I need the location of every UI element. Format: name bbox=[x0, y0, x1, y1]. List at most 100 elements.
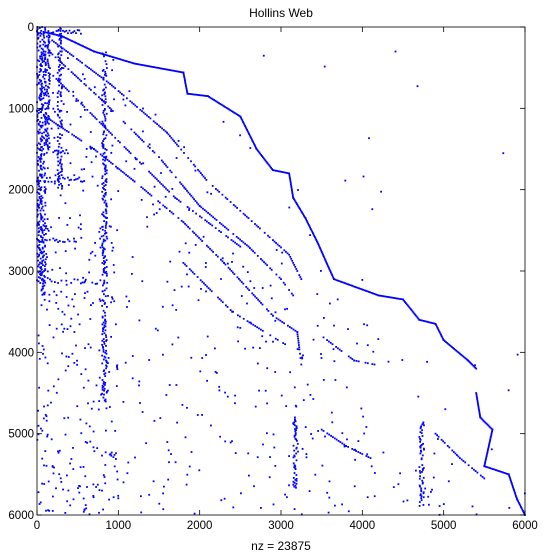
nonzero-row bbox=[58, 33, 61, 36]
nonzero-column bbox=[38, 97, 41, 100]
nonzero-diagonal bbox=[180, 183, 183, 185]
nonzero-column bbox=[43, 153, 46, 155]
nonzero-column bbox=[44, 227, 47, 229]
nonzero-diagonal bbox=[256, 326, 258, 329]
nonzero-diagonal bbox=[230, 270, 233, 272]
nonzero-step bbox=[325, 260, 327, 263]
nonzero-column bbox=[295, 482, 298, 485]
nonzero-column bbox=[48, 35, 51, 37]
nonzero-diagonal bbox=[215, 188, 217, 190]
nonzero-diagonal bbox=[195, 233, 197, 236]
nonzero-diagonal bbox=[221, 301, 224, 304]
nonzero-diagonal bbox=[151, 150, 154, 152]
nonzero-diagonal bbox=[139, 161, 141, 164]
nonzero-diagonal bbox=[110, 161, 112, 164]
nonzero-column bbox=[294, 428, 296, 430]
nonzero-step bbox=[109, 55, 111, 58]
nonzero-diagonal bbox=[75, 75, 78, 78]
nonzero-diagonal bbox=[167, 133, 170, 136]
nonzero-step bbox=[183, 76, 186, 78]
nonzero-scatter bbox=[110, 420, 113, 423]
nonzero-scatter bbox=[77, 487, 79, 489]
nonzero-step bbox=[408, 306, 411, 309]
nonzero-scatter bbox=[80, 236, 83, 239]
nonzero-scatter bbox=[220, 278, 222, 280]
nonzero-diagonal bbox=[218, 298, 221, 300]
nonzero-scatter bbox=[168, 384, 171, 386]
nonzero-column bbox=[41, 236, 44, 239]
nonzero-scatter bbox=[88, 271, 90, 274]
nonzero-scatter bbox=[174, 461, 177, 464]
nonzero-column bbox=[294, 433, 297, 435]
nonzero-diagonal bbox=[81, 104, 84, 107]
nonzero-scatter bbox=[186, 273, 188, 276]
nonzero-scatter bbox=[145, 442, 147, 445]
nonzero-step bbox=[307, 222, 309, 225]
nonzero-diagonal bbox=[147, 145, 150, 148]
nonzero-column bbox=[418, 484, 421, 487]
nonzero-scatter bbox=[45, 253, 48, 255]
nonzero-column bbox=[105, 191, 107, 194]
nonzero-scatter bbox=[69, 217, 71, 219]
nonzero-scatter bbox=[490, 448, 493, 451]
nonzero-column bbox=[39, 87, 42, 90]
nonzero-scatter bbox=[84, 280, 86, 283]
nonzero-diagonal bbox=[269, 334, 272, 337]
nonzero-row bbox=[58, 109, 61, 112]
nonzero-scatter bbox=[37, 424, 40, 427]
nonzero-diagonal bbox=[225, 304, 227, 307]
nonzero-scatter bbox=[59, 50, 62, 53]
nonzero-scatter bbox=[360, 407, 363, 410]
nonzero-column bbox=[47, 105, 49, 108]
nonzero-column bbox=[293, 435, 296, 437]
nonzero-diagonal bbox=[129, 152, 132, 155]
nonzero-column bbox=[419, 427, 422, 430]
nonzero-diagonal bbox=[185, 265, 188, 267]
nonzero-scatter bbox=[160, 172, 162, 174]
nonzero-column bbox=[40, 32, 43, 35]
nonzero-diagonal bbox=[235, 243, 238, 245]
nonzero-step bbox=[269, 165, 272, 168]
nonzero-step bbox=[297, 205, 300, 208]
nonzero-scatter bbox=[40, 203, 43, 205]
nonzero-diagonal bbox=[219, 221, 221, 224]
nonzero-diagonal bbox=[88, 67, 90, 69]
nonzero-diagonal bbox=[278, 245, 281, 247]
nonzero-diagonal bbox=[337, 440, 340, 442]
nonzero-column bbox=[36, 245, 39, 247]
nonzero-step bbox=[490, 427, 493, 430]
nonzero-column bbox=[44, 116, 46, 119]
nonzero-scatter bbox=[138, 319, 141, 322]
nonzero-scatter bbox=[316, 324, 319, 327]
nonzero-column bbox=[421, 464, 424, 466]
nonzero-step bbox=[517, 500, 520, 503]
nonzero-diagonal bbox=[229, 201, 232, 203]
nonzero-column bbox=[422, 467, 425, 469]
nonzero-column bbox=[101, 388, 104, 391]
nonzero-diagonal bbox=[267, 310, 270, 312]
nonzero-column bbox=[37, 179, 40, 182]
nonzero-step bbox=[292, 195, 294, 198]
nonzero-diagonal bbox=[232, 204, 235, 206]
nonzero-scatter bbox=[380, 190, 382, 193]
nonzero-step bbox=[117, 57, 120, 60]
nonzero-column bbox=[37, 49, 40, 52]
nonzero-scatter bbox=[261, 335, 264, 338]
nonzero-scatter bbox=[45, 225, 48, 227]
nonzero-column bbox=[39, 212, 42, 215]
nonzero-column bbox=[419, 445, 422, 448]
nonzero-column bbox=[39, 273, 41, 276]
nonzero-step bbox=[240, 118, 243, 121]
nonzero-diagonal bbox=[172, 212, 175, 215]
nonzero-column bbox=[294, 484, 297, 487]
nonzero-row bbox=[41, 176, 43, 179]
nonzero-diagonal bbox=[177, 199, 180, 202]
nonzero-row bbox=[45, 239, 48, 242]
nonzero-step bbox=[236, 114, 239, 116]
nonzero-column bbox=[101, 362, 104, 365]
nonzero-column bbox=[59, 93, 62, 96]
nonzero-step bbox=[100, 52, 103, 55]
nonzero-diagonal bbox=[244, 214, 247, 217]
nonzero-column bbox=[295, 429, 298, 431]
nonzero-column bbox=[105, 212, 108, 215]
